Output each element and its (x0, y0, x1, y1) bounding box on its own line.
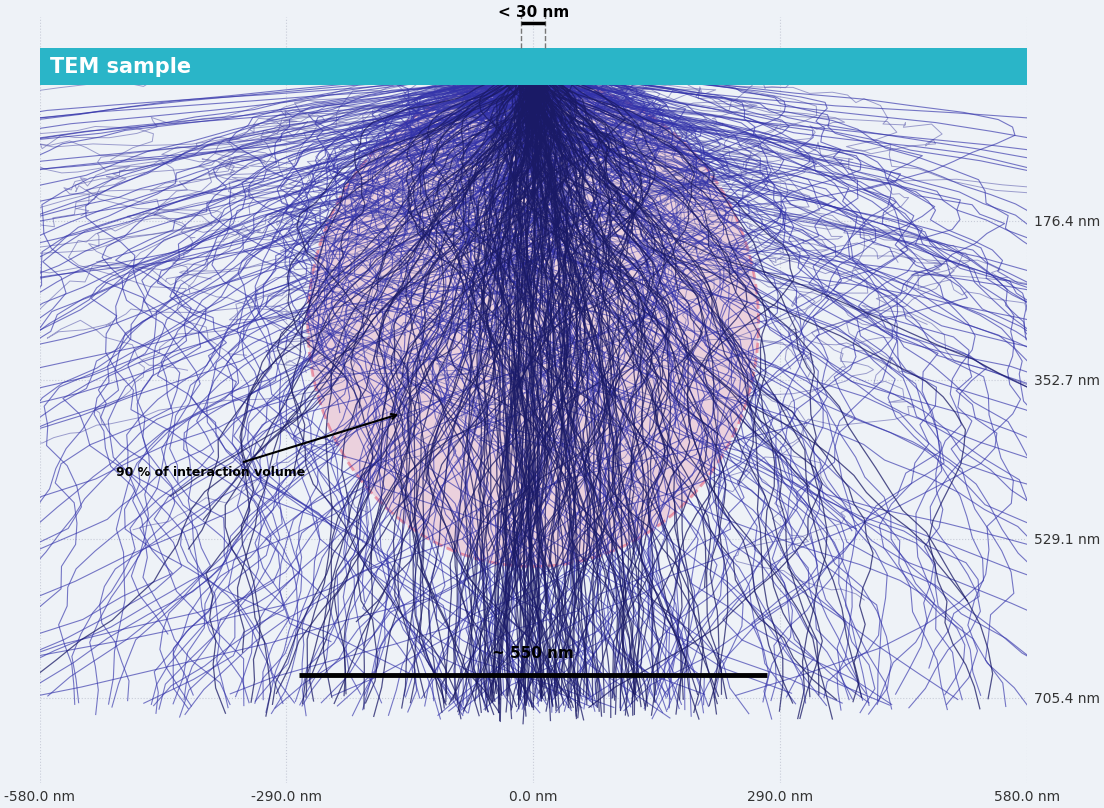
Text: 90 % of interaction volume: 90 % of interaction volume (116, 414, 396, 478)
Text: < 30 nm: < 30 nm (498, 5, 569, 19)
Text: ~ 550 nm: ~ 550 nm (492, 646, 574, 661)
Text: TEM sample: TEM sample (50, 57, 191, 77)
Ellipse shape (308, 80, 758, 566)
Bar (40, 48, 1027, 86)
